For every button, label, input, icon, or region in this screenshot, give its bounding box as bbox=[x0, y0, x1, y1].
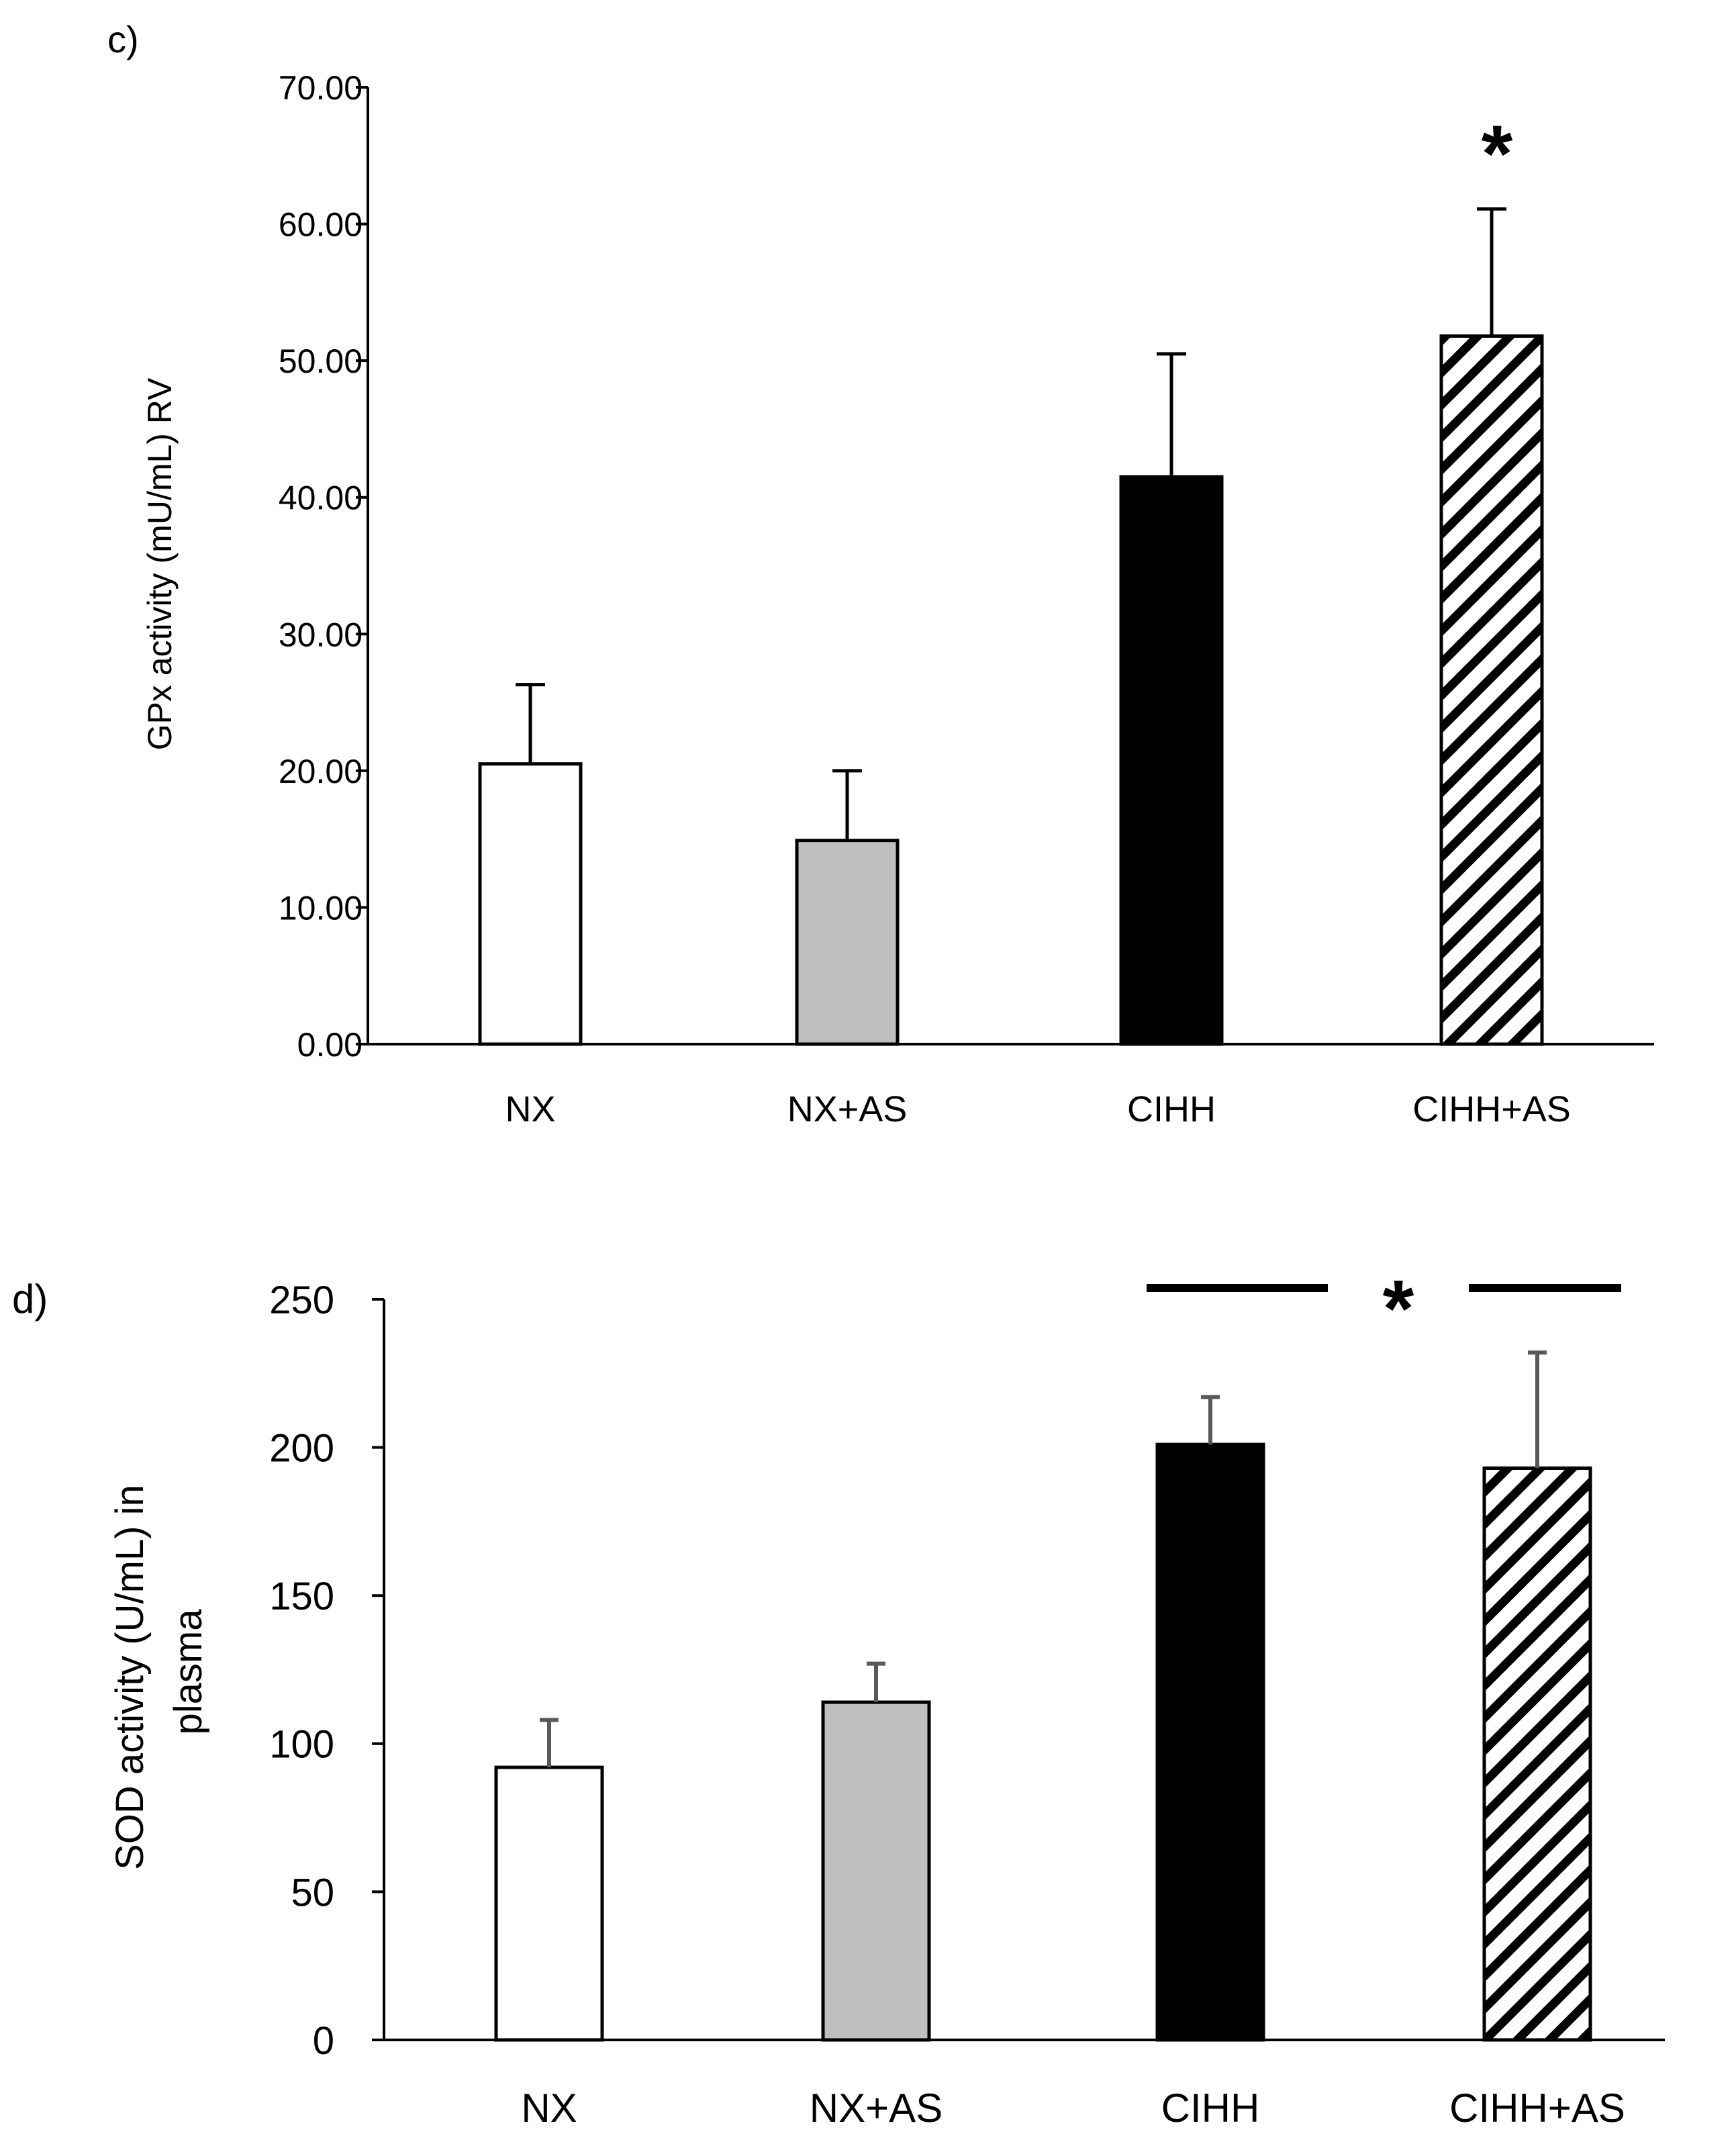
y-tick-label: 0 bbox=[313, 2019, 334, 2063]
y-tick-label: 30.00 bbox=[279, 616, 363, 653]
panel-d-bars bbox=[494, 1442, 1592, 2042]
bar-cihh-plus-as bbox=[1439, 334, 1544, 1046]
x-category-label: NX bbox=[521, 2086, 577, 2131]
bar-nx-plus-as bbox=[795, 839, 900, 1046]
panel-d-significance-star: * bbox=[1383, 1264, 1414, 1354]
bar-nx-plus-as bbox=[821, 1700, 931, 2042]
panel-c-label: c) bbox=[107, 18, 139, 60]
bar-nx bbox=[494, 1765, 604, 2042]
panel-c-error-bars bbox=[516, 207, 1506, 841]
y-tick-label: 150 bbox=[269, 1575, 334, 1618]
x-category-label: CIHH+AS bbox=[1412, 1089, 1571, 1129]
y-tick-label: 250 bbox=[269, 1278, 334, 1322]
panel-d-ylabel-line2: plasma bbox=[166, 1609, 210, 1735]
x-category-label: NX+AS bbox=[787, 1089, 908, 1129]
panel-c-bars bbox=[478, 334, 1544, 1046]
x-category-label: CIHH bbox=[1161, 2086, 1260, 2131]
panel-c-y-ticks: 0.00 10.00 20.00 30.00 40.00 50.00 60.00 70.00 bbox=[279, 69, 368, 1064]
panel-d-label: d) bbox=[12, 1276, 48, 1321]
x-category-label: CIHH+AS bbox=[1449, 2086, 1625, 2131]
bar-nx bbox=[478, 762, 583, 1046]
panel-d-x-labels: NX NX+AS CIHH CIHH+AS bbox=[521, 2086, 1625, 2131]
y-tick-label: 50.00 bbox=[279, 342, 363, 380]
y-tick-label: 60.00 bbox=[279, 206, 363, 244]
y-tick-label: 40.00 bbox=[279, 479, 363, 517]
y-tick-label: 100 bbox=[269, 1723, 334, 1767]
bar-cihh-plus-as bbox=[1482, 1466, 1592, 2042]
bar-cihh bbox=[1155, 1442, 1265, 2042]
y-tick-label: 70.00 bbox=[279, 69, 363, 107]
x-category-label: CIHH bbox=[1127, 1089, 1216, 1129]
y-tick-label: 200 bbox=[269, 1426, 334, 1470]
y-tick-label: 10.00 bbox=[279, 889, 363, 927]
panel-d: d) SOD activity (U/mL) in plasma 0 50 100 1… bbox=[12, 1264, 1665, 2131]
y-tick-label: 0.00 bbox=[297, 1026, 363, 1064]
y-tick-label: 50 bbox=[291, 1871, 334, 1914]
y-tick-label: 20.00 bbox=[279, 753, 363, 790]
x-category-label: NX+AS bbox=[810, 2086, 943, 2131]
panel-d-error-bars bbox=[540, 1350, 1547, 1768]
panel-d-ylabel-line1: SOD activity (U/mL) in bbox=[108, 1485, 152, 1870]
bar-cihh bbox=[1119, 475, 1224, 1046]
panel-c-x-labels: NX NX+AS CIHH CIHH+AS bbox=[505, 1089, 1570, 1129]
x-category-label: NX bbox=[505, 1089, 555, 1129]
panel-d-y-ticks: 0 50 100 150 200 250 bbox=[269, 1278, 384, 2063]
panel-c-ylabel: GPx activity (mU/mL) RV bbox=[141, 377, 179, 750]
panel-d-ylabel: SOD activity (U/mL) in plasma bbox=[108, 1474, 210, 1870]
panel-c: c) GPx activity (mU/mL) RV 0.00 10.00 20.0… bbox=[107, 18, 1654, 1129]
panel-c-significance-star: * bbox=[1482, 109, 1513, 199]
